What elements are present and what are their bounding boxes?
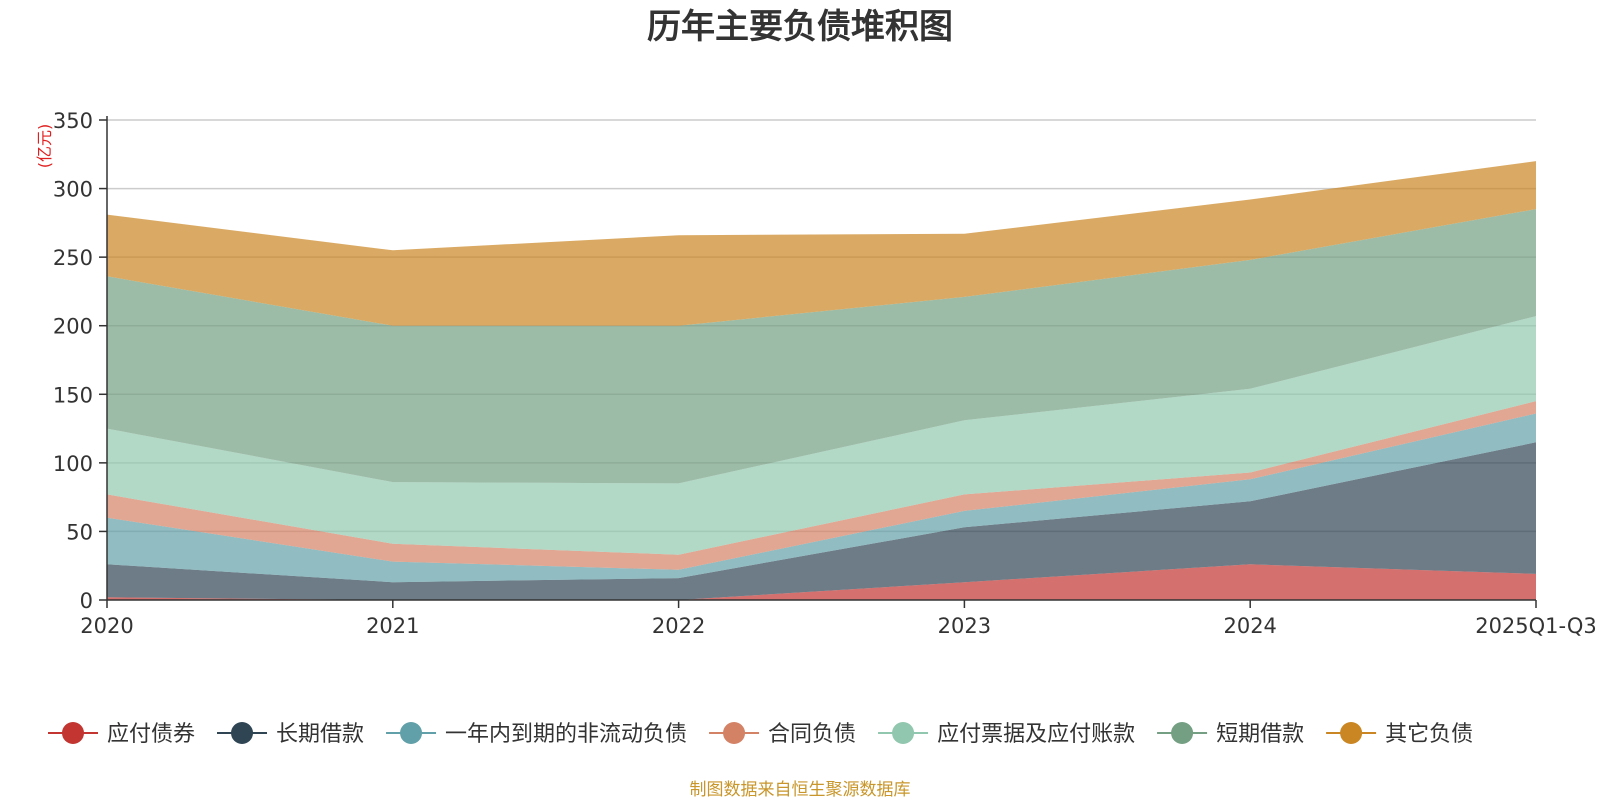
legend-item[interactable]: 长期借款 — [217, 722, 364, 747]
x-tick-label: 2024 — [1223, 614, 1276, 638]
area-series — [107, 161, 1536, 600]
source-note: 制图数据来自恒生聚源数据库 — [690, 780, 911, 800]
chart-title: 历年主要负债堆积图 — [647, 7, 953, 47]
area-series-4 — [107, 401, 1536, 570]
x-tick-label: 2025Q1-Q3 — [1475, 614, 1597, 638]
x-tick-label: 2022 — [652, 614, 705, 638]
y-tick-label: 200 — [53, 315, 93, 339]
area-series-3 — [107, 413, 1536, 583]
legend-marker-icon — [231, 722, 254, 744]
legend-label: 合同负债 — [768, 722, 856, 747]
legend-label: 应付债券 — [107, 722, 195, 747]
legend-marker-icon — [723, 722, 746, 744]
legend-label: 应付票据及应付账款 — [937, 722, 1135, 747]
area-series-5 — [107, 316, 1536, 555]
legend-marker-icon — [892, 722, 915, 744]
legend-label: 一年内到期的非流动负债 — [445, 722, 687, 747]
legend-label: 其它负债 — [1385, 722, 1473, 747]
y-tick-label: 300 — [53, 178, 93, 202]
area-series-7 — [107, 161, 1536, 326]
legend-item[interactable]: 应付票据及应付账款 — [878, 722, 1135, 747]
y-tick-label: 100 — [53, 452, 93, 476]
x-tick-label: 2021 — [366, 614, 419, 638]
legend-item[interactable]: 应付债券 — [48, 722, 195, 747]
legend-label: 长期借款 — [276, 722, 364, 747]
y-tick-label: 350 — [53, 109, 93, 133]
axes: 0 50 100 150 200 250 300 350 2020 2021 2022 2023 202… — [53, 109, 1597, 638]
legend-item[interactable]: 短期借款 — [1157, 722, 1304, 747]
y-tick-label: 150 — [53, 383, 93, 407]
x-tick-label: 2023 — [938, 614, 991, 638]
legend-item[interactable]: 其它负债 — [1326, 722, 1473, 747]
y-axis-unit-label: (亿元) — [35, 124, 54, 169]
y-tick-label: 50 — [66, 520, 93, 544]
legend-marker-icon — [1171, 722, 1194, 744]
y-tick-label: 250 — [53, 246, 93, 270]
area-series-2 — [107, 442, 1536, 600]
legend-marker-icon — [62, 722, 84, 744]
y-tick-label: 0 — [80, 589, 93, 613]
legend-label: 短期借款 — [1216, 722, 1304, 747]
legend-item[interactable]: 合同负债 — [709, 722, 856, 747]
area-series-6 — [107, 209, 1536, 484]
x-tick-label: 2020 — [80, 614, 133, 638]
legend-item[interactable]: 一年内到期的非流动负债 — [386, 722, 687, 747]
legend-marker-icon — [1340, 722, 1363, 744]
legend[interactable]: 应付债券 长期借款 一年内到期的非流动负债 合同负债 应付票据及应付账款 短期借款 其它负债 — [48, 722, 1473, 747]
legend-marker-icon — [400, 722, 423, 744]
area-series-1 — [107, 564, 1536, 600]
